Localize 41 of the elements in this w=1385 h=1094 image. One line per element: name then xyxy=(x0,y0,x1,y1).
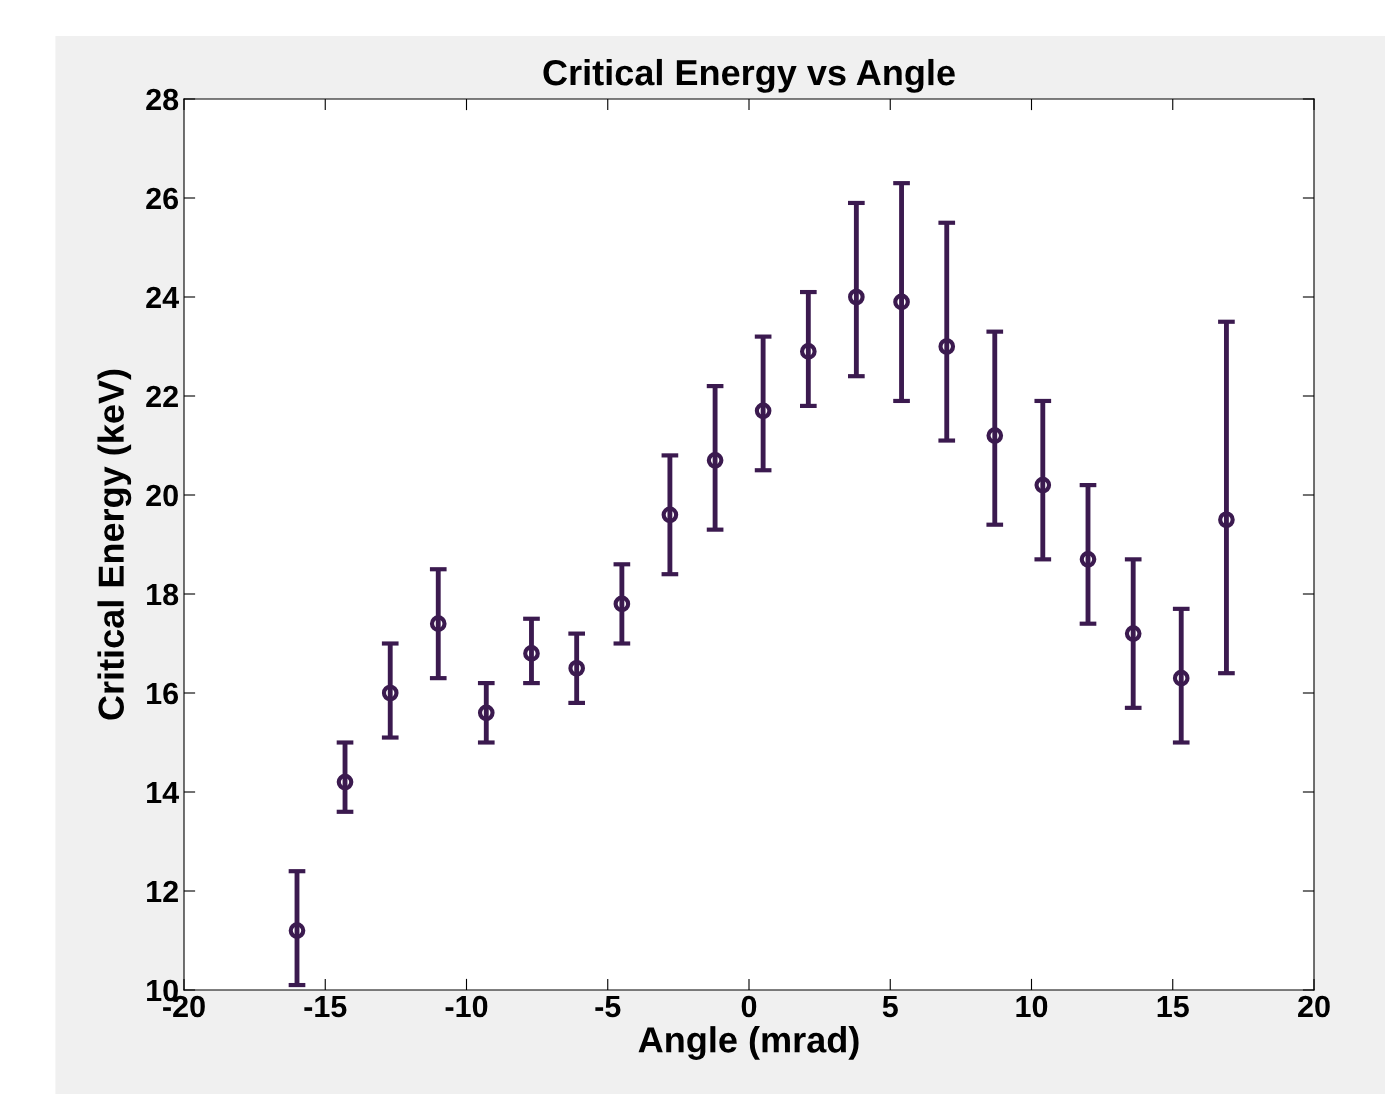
y-axis-title: Critical Energy (keV) xyxy=(97,369,132,720)
point xyxy=(848,288,865,306)
y-tick-label: 20 xyxy=(146,484,178,507)
point xyxy=(661,506,679,524)
y-tick-label: 14 xyxy=(147,782,179,804)
point xyxy=(429,615,447,633)
x-tick-label: -15 xyxy=(304,995,347,1018)
x-tick-label: 15 xyxy=(1157,995,1189,1018)
x-axis-title: Angle (mrad) xyxy=(638,1026,859,1060)
point xyxy=(613,595,631,613)
point xyxy=(986,427,1004,444)
point xyxy=(477,704,495,722)
y-tick-label: 16 xyxy=(147,682,179,705)
chart-title: Critical Energy vs Angle xyxy=(543,58,955,93)
y-tick-label: 28 xyxy=(146,88,179,111)
point xyxy=(938,338,956,355)
point xyxy=(336,773,354,791)
x-tick-label: 5 xyxy=(882,995,898,1018)
x-tick-label: 0 xyxy=(741,995,757,1018)
point xyxy=(523,645,540,662)
x-tick-label: 10 xyxy=(1016,995,1048,1018)
point xyxy=(568,659,586,677)
point xyxy=(893,293,910,311)
y-tick-label: 18 xyxy=(147,583,179,606)
point xyxy=(381,684,399,702)
point xyxy=(754,402,772,420)
point xyxy=(1218,511,1235,529)
point xyxy=(1124,625,1142,642)
x-tick-label: -5 xyxy=(595,995,621,1018)
point xyxy=(288,922,306,939)
x-tick-label: 20 xyxy=(1298,995,1330,1018)
y-tick-label: 26 xyxy=(146,187,179,210)
point xyxy=(1172,669,1190,687)
point xyxy=(1034,476,1052,494)
y-tick-label: 12 xyxy=(147,880,178,903)
point xyxy=(799,343,817,360)
y-tick-label: 22 xyxy=(146,385,178,408)
x-tick-label: -10 xyxy=(445,995,488,1018)
point xyxy=(1079,551,1097,568)
point xyxy=(706,452,724,469)
y-tick-label: 24 xyxy=(146,286,179,309)
